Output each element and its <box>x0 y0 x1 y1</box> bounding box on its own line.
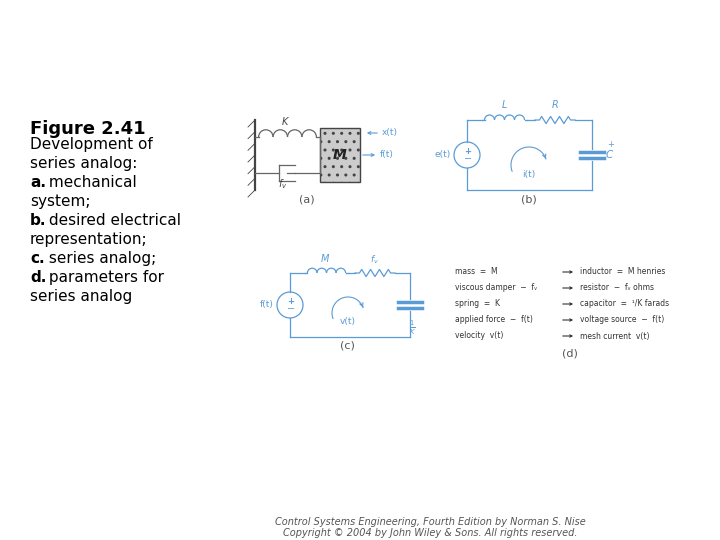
Text: mesh current  v(t): mesh current v(t) <box>580 332 649 341</box>
Text: L: L <box>501 100 507 110</box>
Text: (c): (c) <box>340 341 354 351</box>
Text: M: M <box>321 254 329 264</box>
Text: series analog: series analog <box>30 289 132 304</box>
Text: C: C <box>606 150 613 160</box>
Text: +: + <box>287 296 294 306</box>
Text: resistor  −  fᵥ ohms: resistor − fᵥ ohms <box>580 284 654 293</box>
Text: series analog:: series analog: <box>30 156 138 171</box>
Text: capacitor  =  ¹/K farads: capacitor = ¹/K farads <box>580 300 669 308</box>
Text: e(t): e(t) <box>435 151 451 159</box>
Text: R: R <box>552 100 559 110</box>
Text: inductor  =  M henries: inductor = M henries <box>580 267 665 276</box>
Text: representation;: representation; <box>30 232 148 247</box>
Bar <box>320 128 360 182</box>
Text: voltage source  −  f(t): voltage source − f(t) <box>580 315 665 325</box>
Text: M: M <box>333 148 347 162</box>
Text: (a): (a) <box>300 194 315 204</box>
Text: v(t): v(t) <box>340 317 356 326</box>
Text: velocity  v(t): velocity v(t) <box>455 332 503 341</box>
Text: $f_v$: $f_v$ <box>371 253 379 266</box>
Text: spring  =  K: spring = K <box>455 300 500 308</box>
Text: a.: a. <box>30 175 46 190</box>
Text: mechanical: mechanical <box>44 175 137 190</box>
Text: c.: c. <box>30 251 45 266</box>
Text: Control Systems Engineering, Fourth Edition by Norman S. Nise: Control Systems Engineering, Fourth Edit… <box>274 517 585 527</box>
Text: i(t): i(t) <box>523 170 536 179</box>
Text: +: + <box>464 146 472 156</box>
Text: −: − <box>287 304 295 314</box>
Text: f(t): f(t) <box>260 300 274 309</box>
Text: x(t): x(t) <box>382 129 398 138</box>
Text: Figure 2.41: Figure 2.41 <box>30 120 145 138</box>
Text: Development of: Development of <box>30 137 153 152</box>
Text: $f_v$: $f_v$ <box>278 177 288 191</box>
Text: applied force  −  f(t): applied force − f(t) <box>455 315 533 325</box>
Text: (b): (b) <box>521 194 537 204</box>
Text: K: K <box>282 117 288 127</box>
Text: series analog;: series analog; <box>44 251 156 266</box>
Text: f(t): f(t) <box>380 151 394 159</box>
Text: mass  =  M: mass = M <box>455 267 498 276</box>
Text: +: + <box>607 140 614 149</box>
Text: b.: b. <box>30 213 47 228</box>
Text: viscous damper  −  fᵥ: viscous damper − fᵥ <box>455 284 537 293</box>
Text: parameters for: parameters for <box>44 270 164 285</box>
Text: desired electrical: desired electrical <box>44 213 181 228</box>
Text: (d): (d) <box>562 349 578 359</box>
Text: −: − <box>464 154 472 164</box>
Text: system;: system; <box>30 194 91 209</box>
Text: d.: d. <box>30 270 46 285</box>
Text: $\frac{1}{K}$: $\frac{1}{K}$ <box>408 319 415 338</box>
Text: Copyright © 2004 by John Wiley & Sons. All rights reserved.: Copyright © 2004 by John Wiley & Sons. A… <box>283 528 577 538</box>
